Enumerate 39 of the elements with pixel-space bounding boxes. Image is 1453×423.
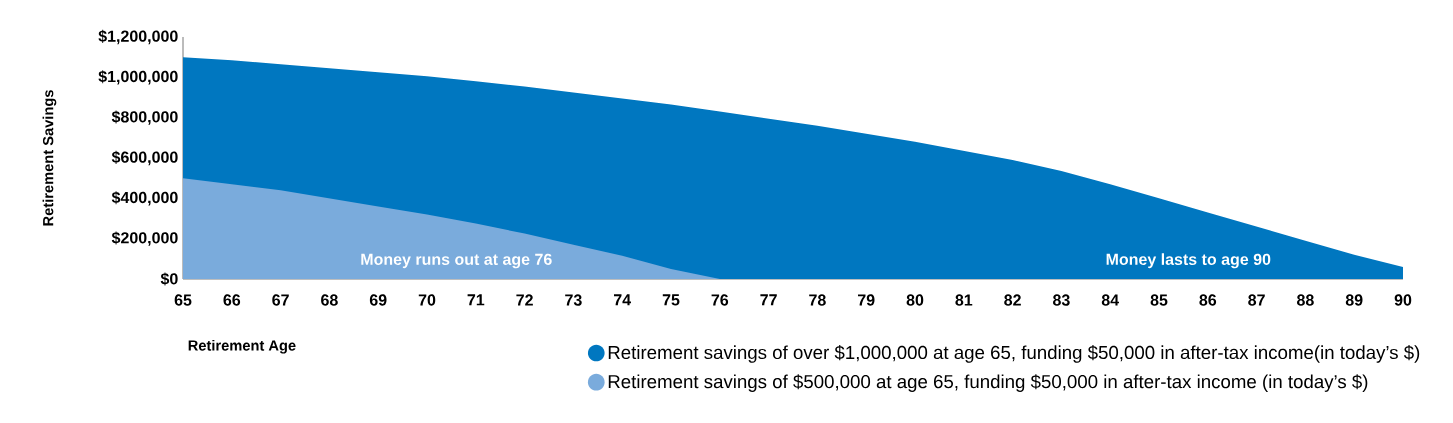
x-tick-label: 69 (369, 294, 387, 306)
y-tick-label: $0 (160, 272, 178, 286)
annotation: Money runs out at age 76 (361, 253, 552, 269)
x-tick-label: 89 (1345, 294, 1363, 306)
x-tick-label: 73 (565, 294, 582, 306)
x-tick-label: 74 (614, 294, 632, 306)
x-tick-label: 85 (1150, 294, 1168, 306)
x-tick-label: 67 (272, 294, 289, 306)
x-tick-label: 82 (1004, 294, 1021, 306)
x-tick-label: 72 (516, 294, 533, 306)
x-tick-label: 75 (662, 294, 680, 306)
x-tick-label: 83 (1053, 294, 1070, 306)
x-tick-label: 80 (906, 294, 924, 306)
x-tick-label: 88 (1297, 294, 1314, 306)
x-tick-label: 71 (467, 294, 485, 306)
legend-label: Retirement savings of over $1,000,000 at age 65, funding $50,000 in after-tax income(in today’s $) (608, 345, 1420, 363)
y-tick-label: $200,000 (111, 231, 178, 246)
y-tick-label: $600,000 (111, 150, 178, 166)
x-tick-label: 65 (174, 294, 192, 306)
legend-label: Retirement savings of $500,000 at age 65, funding $50,000 in after-tax income (in today’s $) (608, 374, 1368, 392)
x-tick-label: 78 (809, 294, 826, 306)
x-tick-label: 84 (1101, 294, 1119, 306)
annotation: Money lasts to age 90 (1106, 253, 1271, 269)
x-tick-label: 86 (1199, 294, 1217, 306)
x-axis-title: Retirement Age (188, 339, 296, 354)
x-tick-label: 81 (955, 294, 973, 306)
y-tick-label: $1,200,000 (98, 29, 178, 45)
x-tick-label: 87 (1248, 294, 1265, 306)
x-tick-label: 70 (418, 294, 436, 306)
x-tick-label: 76 (711, 294, 729, 306)
x-tick-label: 77 (760, 294, 777, 306)
y-tick-label: $400,000 (111, 191, 178, 206)
y-tick-label: $1,000,000 (98, 70, 178, 85)
x-tick-label: 79 (858, 294, 875, 306)
y-axis-title: Retirement Savings (42, 90, 57, 226)
x-tick-label: 66 (223, 294, 241, 306)
y-tick-label: $800,000 (111, 110, 178, 125)
x-tick-label: 90 (1394, 294, 1412, 306)
x-tick-label: 68 (321, 294, 338, 306)
